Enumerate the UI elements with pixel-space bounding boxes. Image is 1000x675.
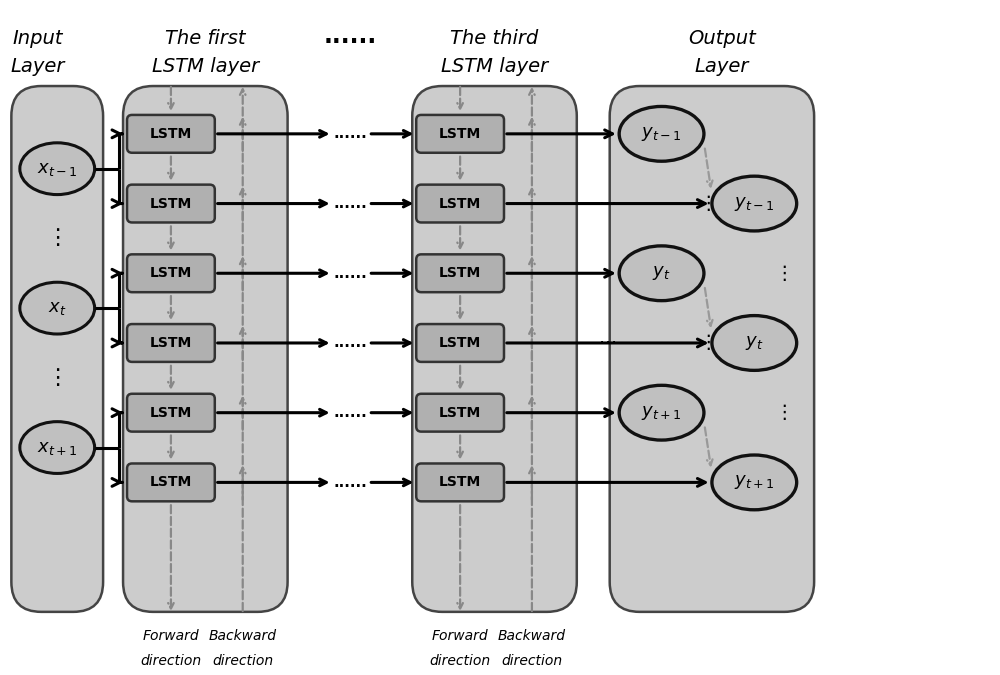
Text: $y_t$: $y_t$ [652, 265, 671, 282]
Text: ⋮: ⋮ [774, 264, 794, 283]
Ellipse shape [619, 385, 704, 440]
Text: LSTM: LSTM [439, 336, 481, 350]
FancyBboxPatch shape [123, 86, 288, 612]
Text: LSTM: LSTM [150, 196, 192, 211]
FancyBboxPatch shape [127, 115, 215, 153]
Text: LSTM: LSTM [150, 406, 192, 420]
Ellipse shape [20, 282, 95, 334]
Ellipse shape [712, 176, 797, 231]
Text: $y_t$: $y_t$ [745, 334, 764, 352]
Ellipse shape [619, 246, 704, 300]
FancyBboxPatch shape [127, 185, 215, 223]
Ellipse shape [712, 316, 797, 371]
Text: ⋯: ⋯ [599, 473, 617, 491]
Text: ......: ...... [324, 24, 377, 48]
Text: Forward: Forward [432, 629, 488, 643]
Text: $x_{t-1}$: $x_{t-1}$ [37, 160, 77, 178]
Text: Input: Input [12, 29, 63, 48]
FancyBboxPatch shape [127, 254, 215, 292]
Text: $y_{t-1}$: $y_{t-1}$ [641, 125, 682, 143]
Text: LSTM: LSTM [439, 127, 481, 141]
Text: LSTM: LSTM [439, 196, 481, 211]
Text: LSTM: LSTM [150, 266, 192, 280]
FancyBboxPatch shape [412, 86, 577, 612]
Text: ⋯: ⋯ [599, 334, 617, 352]
Ellipse shape [20, 143, 95, 194]
Text: Output: Output [688, 29, 756, 48]
Text: ......: ...... [334, 126, 367, 141]
FancyBboxPatch shape [416, 324, 504, 362]
Text: ⋯: ⋯ [599, 194, 617, 213]
Text: direction: direction [212, 653, 273, 668]
FancyBboxPatch shape [610, 86, 814, 612]
Text: direction: direction [140, 653, 201, 668]
Text: ⋮: ⋮ [46, 368, 68, 388]
Text: $y_{t+1}$: $y_{t+1}$ [641, 404, 682, 422]
Text: direction: direction [501, 653, 562, 668]
Text: LSTM: LSTM [150, 127, 192, 141]
FancyBboxPatch shape [416, 115, 504, 153]
FancyBboxPatch shape [127, 394, 215, 431]
Text: Backward: Backward [209, 629, 277, 643]
FancyBboxPatch shape [127, 324, 215, 362]
Ellipse shape [619, 107, 704, 161]
Text: The first: The first [165, 29, 246, 48]
Text: ⋮: ⋮ [774, 403, 794, 422]
Text: LSTM: LSTM [150, 475, 192, 489]
Text: Backward: Backward [498, 629, 566, 643]
FancyBboxPatch shape [416, 185, 504, 223]
Text: Forward: Forward [143, 629, 199, 643]
Text: Layer: Layer [695, 57, 749, 76]
Text: LSTM: LSTM [439, 475, 481, 489]
Ellipse shape [20, 422, 95, 473]
Text: $x_{t+1}$: $x_{t+1}$ [37, 439, 77, 456]
FancyBboxPatch shape [416, 254, 504, 292]
Text: ⋮: ⋮ [698, 333, 718, 352]
Text: LSTM layer: LSTM layer [441, 57, 548, 76]
Text: ......: ...... [334, 475, 367, 490]
FancyBboxPatch shape [416, 464, 504, 502]
Text: LSTM: LSTM [150, 336, 192, 350]
Text: ......: ...... [334, 196, 367, 211]
FancyBboxPatch shape [127, 464, 215, 502]
Text: ......: ...... [334, 405, 367, 421]
Text: $y_{t+1}$: $y_{t+1}$ [734, 473, 774, 491]
FancyBboxPatch shape [416, 394, 504, 431]
Text: $y_{t-1}$: $y_{t-1}$ [734, 194, 774, 213]
FancyBboxPatch shape [11, 86, 103, 612]
Text: ⋮: ⋮ [698, 194, 718, 213]
Text: LSTM: LSTM [439, 266, 481, 280]
Text: ⋮: ⋮ [46, 228, 68, 248]
Text: ......: ...... [334, 335, 367, 350]
Text: LSTM: LSTM [439, 406, 481, 420]
Text: ......: ...... [334, 266, 367, 281]
Text: The third: The third [450, 29, 539, 48]
Text: $x_t$: $x_t$ [48, 299, 66, 317]
Text: Layer: Layer [10, 57, 64, 76]
Text: LSTM layer: LSTM layer [152, 57, 259, 76]
Ellipse shape [712, 455, 797, 510]
Text: direction: direction [430, 653, 491, 668]
